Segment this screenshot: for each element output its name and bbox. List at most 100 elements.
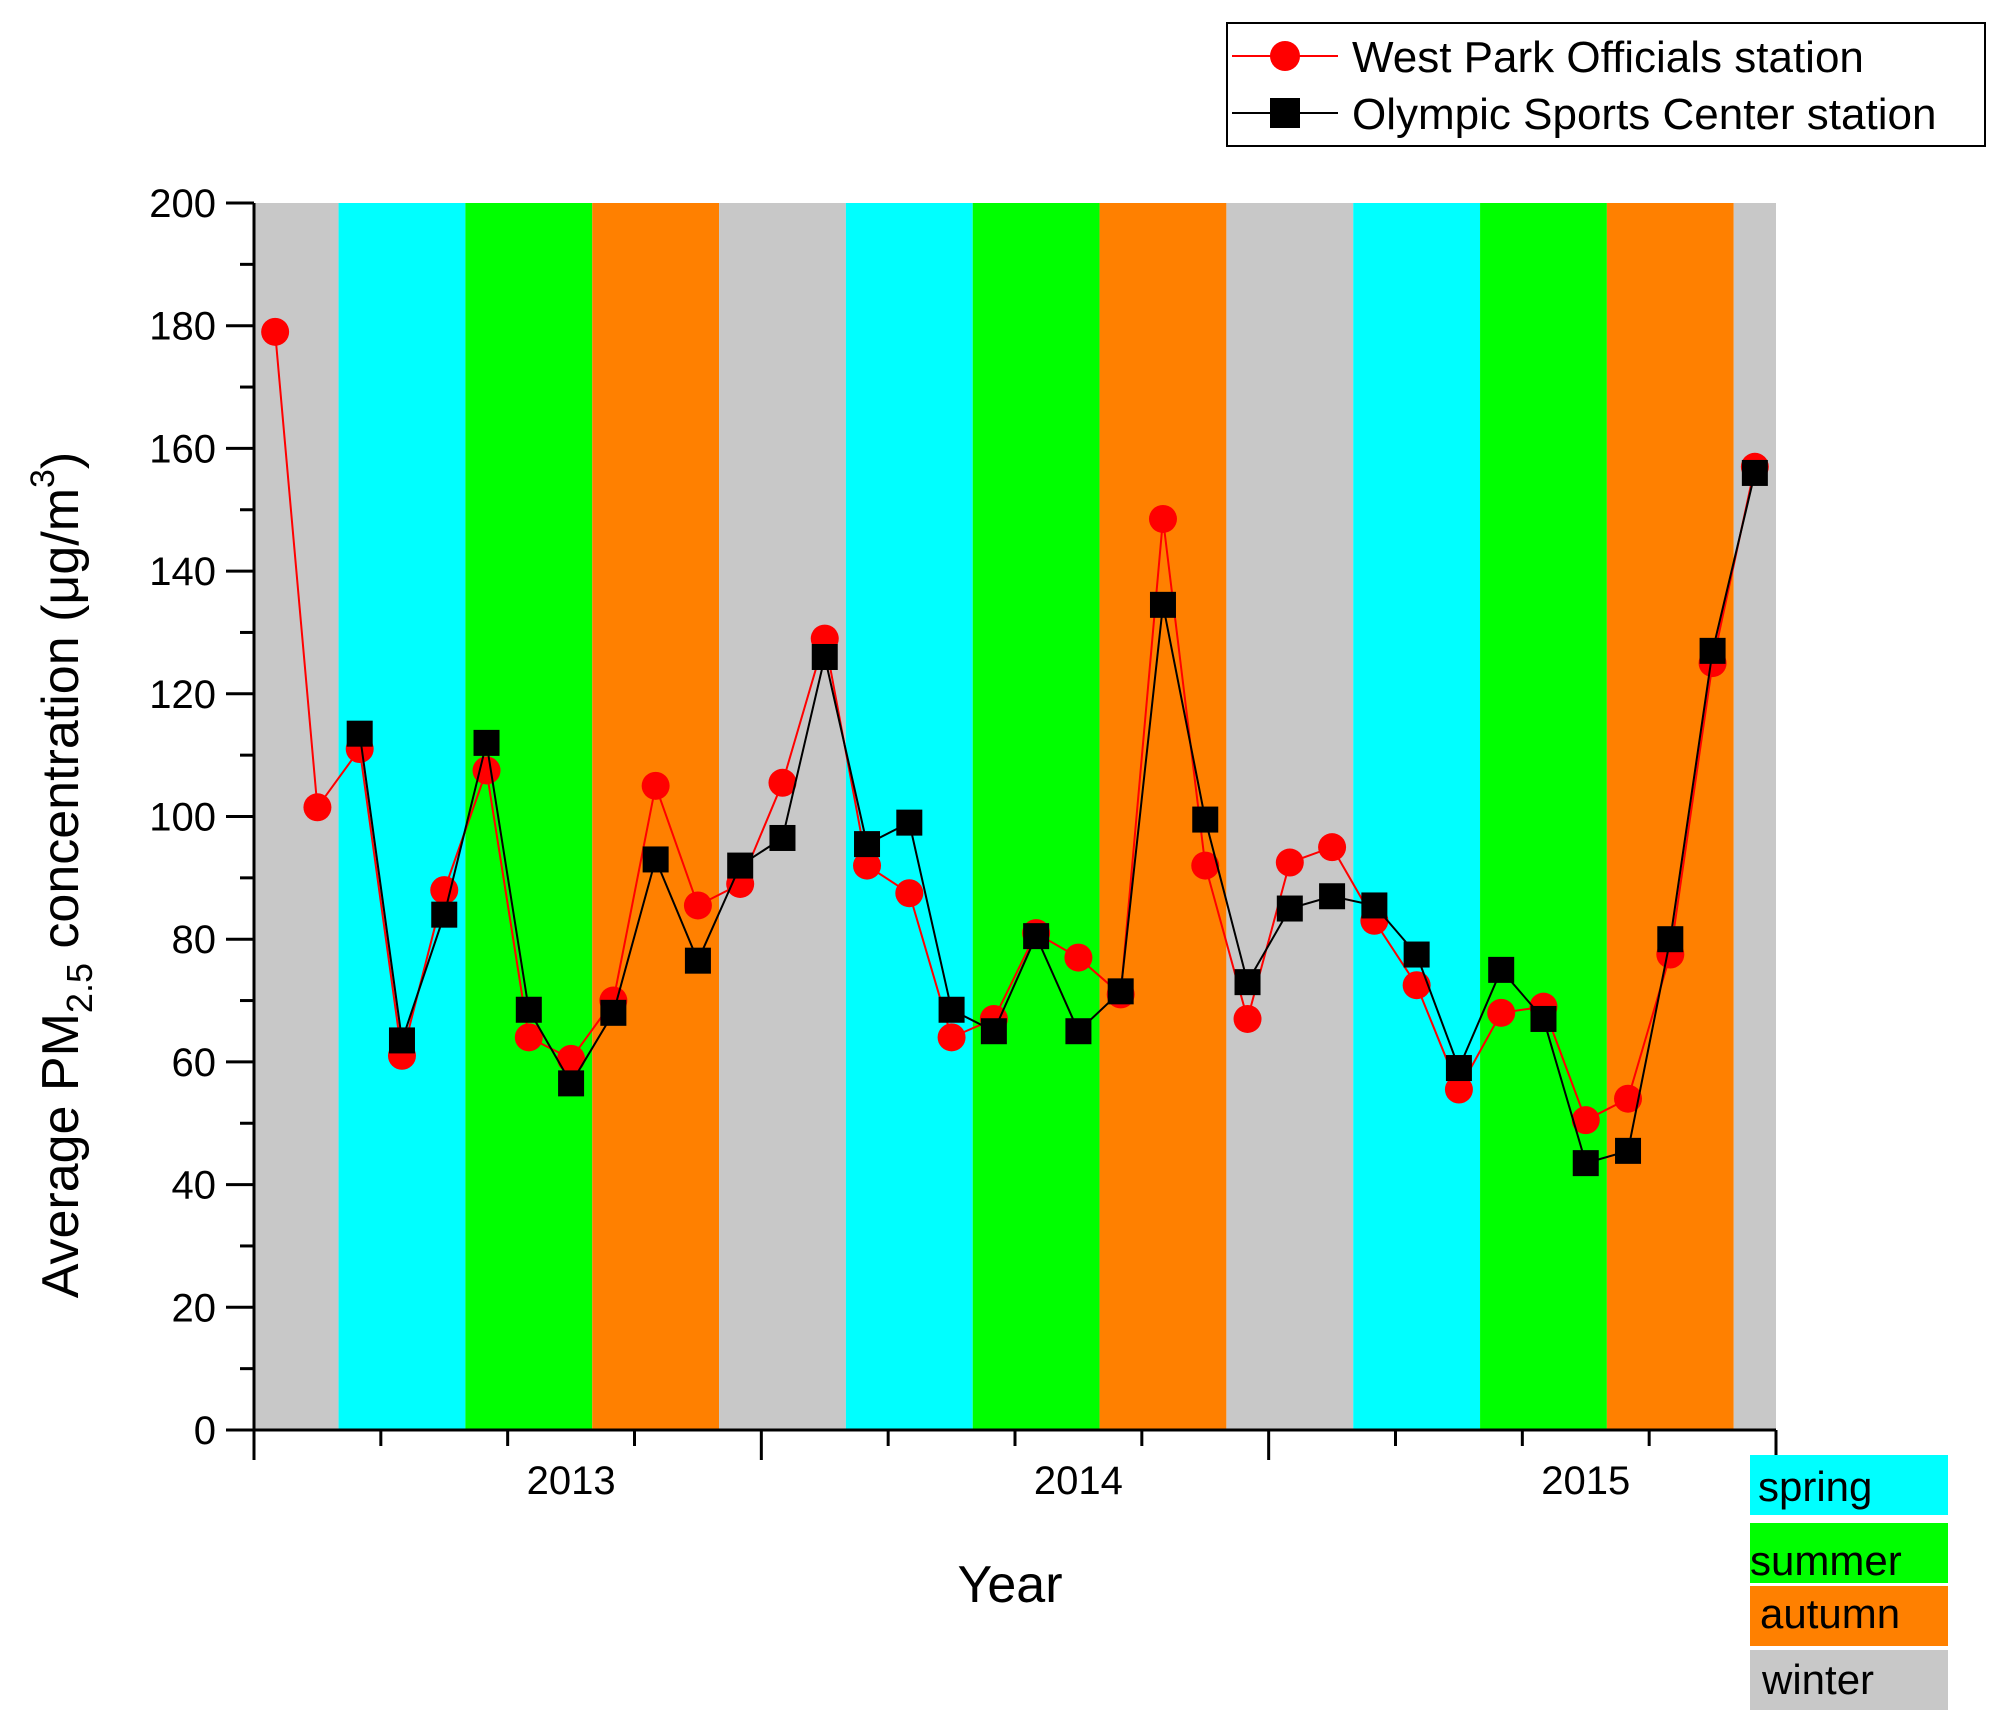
data-point [1192, 806, 1219, 833]
season-band-spring [1353, 203, 1481, 1430]
data-point [853, 851, 882, 880]
data-point [1615, 1137, 1642, 1164]
y-axis-title: Average PM2.5 concentration (μg/m3) [24, 452, 100, 1299]
data-point [1571, 1106, 1600, 1135]
data-point [261, 317, 290, 346]
season-label-summer: summer [1750, 1537, 1902, 1584]
legend-label-west-park: West Park Officials station [1352, 33, 1864, 82]
data-point [1023, 923, 1050, 950]
data-point [1402, 971, 1431, 1000]
series-legend: West Park Officials station Olympic Spor… [1226, 22, 1986, 147]
data-point [1445, 1055, 1472, 1082]
data-point [1699, 637, 1726, 664]
season-label-autumn: autumn [1760, 1590, 1900, 1637]
data-point [1064, 943, 1093, 972]
data-point [1487, 998, 1516, 1027]
data-point [811, 643, 838, 670]
data-point [1741, 459, 1768, 486]
data-point [1233, 1004, 1262, 1033]
data-point [895, 879, 924, 908]
season-band-autumn [1606, 203, 1734, 1430]
season-band-autumn [592, 203, 720, 1430]
data-point [473, 729, 500, 756]
data-point [769, 824, 796, 851]
x-tick-label-2013: 2013 [527, 1459, 616, 1503]
data-point [1361, 892, 1388, 919]
y-tick-label: 100 [149, 796, 216, 840]
data-point [641, 771, 670, 800]
data-point [472, 756, 501, 785]
data-point [1318, 833, 1347, 862]
season-band-summer [1480, 203, 1607, 1430]
data-point [1065, 1018, 1092, 1045]
data-point [642, 846, 669, 873]
x-tick-label-2015: 2015 [1541, 1459, 1630, 1503]
data-point [1488, 956, 1515, 983]
x-tick-label-2014: 2014 [1034, 1459, 1123, 1503]
y-tick-label: 140 [149, 550, 216, 594]
data-point [346, 720, 373, 747]
data-point [558, 1070, 585, 1097]
data-point [1276, 895, 1303, 922]
y-tick-label: 120 [149, 673, 216, 717]
data-point [600, 999, 627, 1026]
data-point [430, 876, 459, 905]
data-point [388, 1027, 415, 1054]
season-swatch-spring [1750, 1455, 1948, 1515]
season-band-winter [1226, 203, 1354, 1430]
data-point [514, 1023, 543, 1052]
season-label-spring: spring [1758, 1463, 1872, 1510]
data-point [768, 768, 797, 797]
legend-box [1226, 22, 1986, 147]
x-axis-title: Year [957, 1556, 1062, 1614]
season-swatch-summer [1750, 1523, 1948, 1583]
season-legend: spring summer autumn winter [1750, 1455, 1948, 1710]
season-label-winter: winter [1761, 1656, 1874, 1703]
season-band-summer [972, 203, 1100, 1430]
data-point [303, 793, 332, 822]
y-tick-label: 20 [172, 1286, 217, 1330]
data-point [1107, 978, 1134, 1005]
legend-label-olympic: Olympic Sports Center station [1352, 90, 1936, 139]
season-band-winter [719, 203, 846, 1430]
data-point [1614, 1084, 1643, 1113]
series-layer [261, 317, 1769, 1177]
data-point [727, 852, 754, 879]
data-point [1148, 504, 1177, 533]
axes: 0 20 40 60 80 100 120 140 160 180 200 2013 2014 2015 [149, 182, 1778, 1503]
data-point [1319, 883, 1346, 910]
season-swatch-winter [1750, 1650, 1948, 1710]
series-olympic-sports-center [346, 459, 1768, 1177]
y-tick-label: 160 [149, 427, 216, 471]
data-point [1275, 848, 1304, 877]
y-tick-label: 200 [149, 182, 216, 226]
season-bands [254, 203, 1776, 1430]
data-point [557, 1044, 586, 1073]
data-point [938, 996, 965, 1023]
data-point [896, 809, 923, 836]
data-point [684, 947, 711, 974]
legend-marker-west-park [1270, 41, 1300, 71]
y-tick-label: 180 [149, 305, 216, 349]
season-band-summer [465, 203, 593, 1430]
data-point [854, 831, 881, 858]
data-point [515, 996, 542, 1023]
season-band-winter [1733, 203, 1776, 1430]
legend-marker-olympic [1270, 98, 1300, 128]
data-point [1403, 941, 1430, 968]
data-point [431, 901, 458, 928]
data-point [1191, 851, 1220, 880]
y-tick-label: 60 [172, 1041, 217, 1085]
series-line [358, 472, 1756, 1165]
data-point [980, 1018, 1007, 1045]
data-point [937, 1023, 966, 1052]
data-point [1657, 926, 1684, 953]
data-point [1444, 1075, 1473, 1104]
data-point [683, 891, 712, 920]
data-point [1572, 1150, 1599, 1177]
season-band-spring [338, 203, 466, 1430]
data-point [1149, 591, 1176, 618]
data-point [1234, 969, 1261, 996]
data-point [1530, 1005, 1557, 1032]
